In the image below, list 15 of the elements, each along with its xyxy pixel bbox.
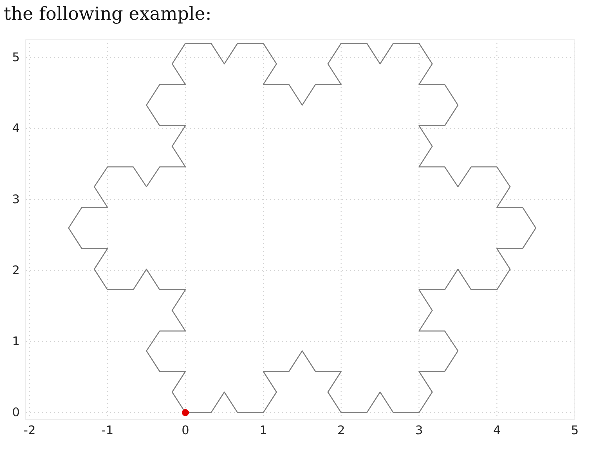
x-tick-label: -1	[102, 424, 114, 438]
x-tick-label: 4	[493, 424, 501, 438]
x-tick-label: 3	[415, 424, 424, 438]
y-tick-label: 0	[12, 406, 20, 420]
y-tick-label: 3	[12, 192, 20, 207]
x-tick-label: 2	[338, 424, 346, 438]
text: the following example:	[4, 4, 212, 25]
x-tick-label: 1	[260, 424, 268, 438]
x-tick-label: 5	[571, 424, 579, 438]
y-tick-label: 4	[12, 122, 20, 136]
x-tick-label: 0	[182, 424, 190, 438]
y-tick-label: 1	[12, 334, 20, 349]
y-tick-label: 5	[12, 50, 20, 65]
x-tick-label: -2	[24, 424, 36, 438]
y-tick-label: 2	[12, 264, 20, 278]
